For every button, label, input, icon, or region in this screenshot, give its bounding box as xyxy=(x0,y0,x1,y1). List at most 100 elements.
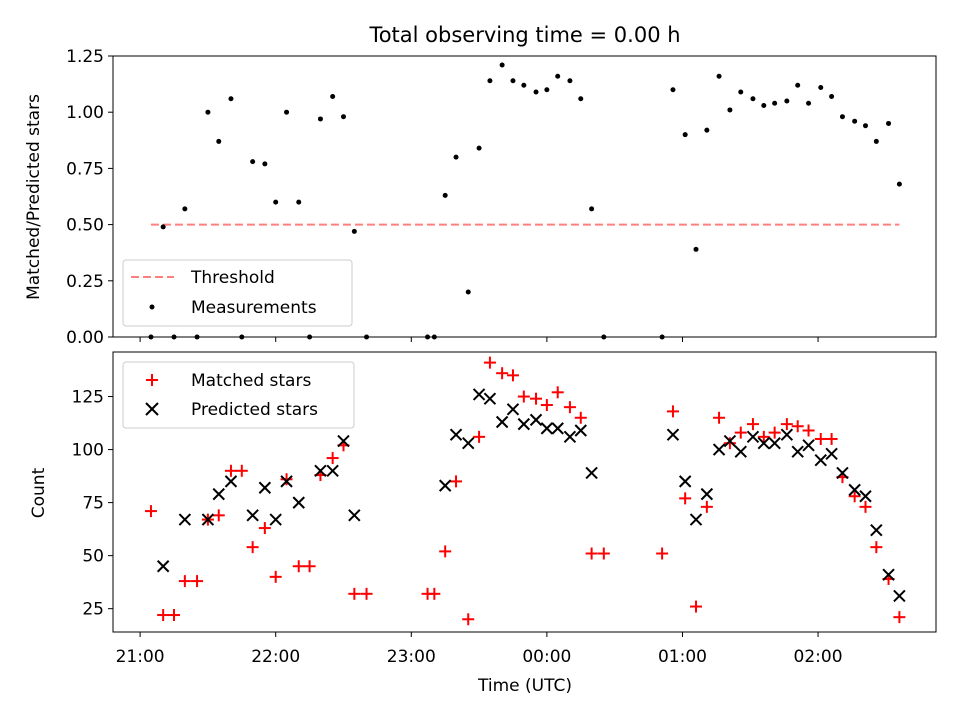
predicted-point xyxy=(689,513,703,526)
measurement-point xyxy=(182,206,188,212)
measurement-point xyxy=(704,127,710,133)
predicted-point xyxy=(585,466,598,480)
bottom-y-axis: 25 50 75 100 125 xyxy=(72,388,113,620)
matched-point xyxy=(814,432,827,445)
matched-point xyxy=(280,473,293,486)
top-panel: 0.00 0.25 0.50 0.75 1.00 1.25 Matched/Predict… xyxy=(24,47,937,348)
predicted-point xyxy=(757,437,771,450)
y-tick-label: 0.50 xyxy=(66,216,104,236)
predicted-point xyxy=(246,509,259,522)
predicted-point xyxy=(292,496,305,509)
predicted-point xyxy=(882,568,895,581)
measurement-point xyxy=(216,138,222,144)
matched-point xyxy=(348,587,361,600)
measurement-point xyxy=(510,78,516,84)
matched-point xyxy=(178,575,191,588)
bottom-marks xyxy=(144,356,906,626)
predicted-point xyxy=(258,481,272,494)
matched-point xyxy=(551,386,564,399)
predicted-point xyxy=(212,487,225,501)
matched-point xyxy=(269,570,282,583)
measurement-point xyxy=(544,87,550,93)
predicted-point xyxy=(791,445,804,458)
measurement-point xyxy=(852,118,858,124)
predicted-point xyxy=(495,415,509,429)
matched-point xyxy=(723,437,736,450)
y-tick-label: 0.00 xyxy=(66,328,104,348)
matched-point xyxy=(360,587,373,600)
predicted-point xyxy=(472,388,486,401)
y-tick-label: 1.25 xyxy=(66,47,104,67)
matched-point xyxy=(462,613,475,626)
y-tick-label: 1.00 xyxy=(66,103,104,123)
measurement-point xyxy=(228,96,234,102)
matched-point xyxy=(825,432,838,445)
measurement-point xyxy=(555,73,561,79)
measurement-point xyxy=(589,206,595,212)
measurements-legend-label: Measurements xyxy=(191,298,317,318)
matched-point xyxy=(191,575,204,588)
matched-point xyxy=(246,541,259,554)
predicted-point xyxy=(893,589,906,603)
matched-point xyxy=(713,411,726,424)
y-tick-label: 50 xyxy=(82,547,104,567)
predicted-point xyxy=(746,430,760,444)
measurement-point xyxy=(533,89,539,95)
x-tick-label: 00:00 xyxy=(522,647,571,667)
bottom-x-axis: 21:00 22:00 23:00 00:00 01:00 02:00 xyxy=(116,632,843,667)
threshold-legend-label: Threshold xyxy=(190,268,275,288)
top-marks xyxy=(148,62,902,340)
predicted-point xyxy=(768,437,781,450)
measurement-point xyxy=(351,228,357,234)
measurement-point xyxy=(784,98,790,104)
measurement-point xyxy=(738,89,744,95)
measurement-point xyxy=(499,62,505,68)
matched-point xyxy=(303,560,316,573)
predicted-point xyxy=(483,392,497,405)
measurement-point xyxy=(296,199,302,205)
top-axes-frame xyxy=(112,55,937,338)
measurement-point xyxy=(262,161,268,167)
measurement-point xyxy=(682,132,688,138)
predicted-point xyxy=(563,430,577,444)
matched-point xyxy=(574,411,587,424)
matched-point xyxy=(802,424,815,437)
matched-point xyxy=(893,611,906,624)
measurement-point xyxy=(250,159,256,165)
predicted-point xyxy=(723,434,737,448)
predicted-point xyxy=(178,513,192,526)
predicted-point xyxy=(700,487,714,501)
y-tick-label: 75 xyxy=(82,494,104,514)
top-y-axis: 0.00 0.25 0.50 0.75 1.00 1.25 xyxy=(66,47,113,348)
y-tick-label: 100 xyxy=(72,441,104,461)
bottom-legend-box xyxy=(122,361,355,429)
predicted-point xyxy=(348,509,361,522)
predicted-point xyxy=(870,523,883,537)
predicted-point xyxy=(551,422,564,435)
predicted-point xyxy=(224,475,238,488)
matched-point xyxy=(496,367,509,380)
matched-point xyxy=(506,369,519,382)
measurement-point xyxy=(487,78,493,84)
matched-point xyxy=(585,547,598,560)
measurement-point xyxy=(896,181,902,187)
measurement-point xyxy=(284,109,290,115)
predicted-point xyxy=(156,560,170,573)
bottom-axes-frame xyxy=(112,351,937,633)
bottom-y-axis-label: Count xyxy=(29,467,49,518)
measurement-point xyxy=(476,145,482,151)
matched-point xyxy=(666,405,679,418)
predicted-point xyxy=(314,464,327,477)
predicted-point xyxy=(780,428,794,441)
predicted-point xyxy=(280,475,293,488)
matched-point xyxy=(292,560,305,573)
matched-legend-label: Matched stars xyxy=(191,371,311,391)
predicted-point xyxy=(337,434,350,448)
predicted-point xyxy=(269,513,282,526)
matched-point xyxy=(235,464,248,477)
x-tick-label: 02:00 xyxy=(794,647,843,667)
bottom-x-axis-label: Time (UTC) xyxy=(477,676,572,696)
measurement-point xyxy=(750,96,756,102)
measurement-point xyxy=(330,93,336,99)
